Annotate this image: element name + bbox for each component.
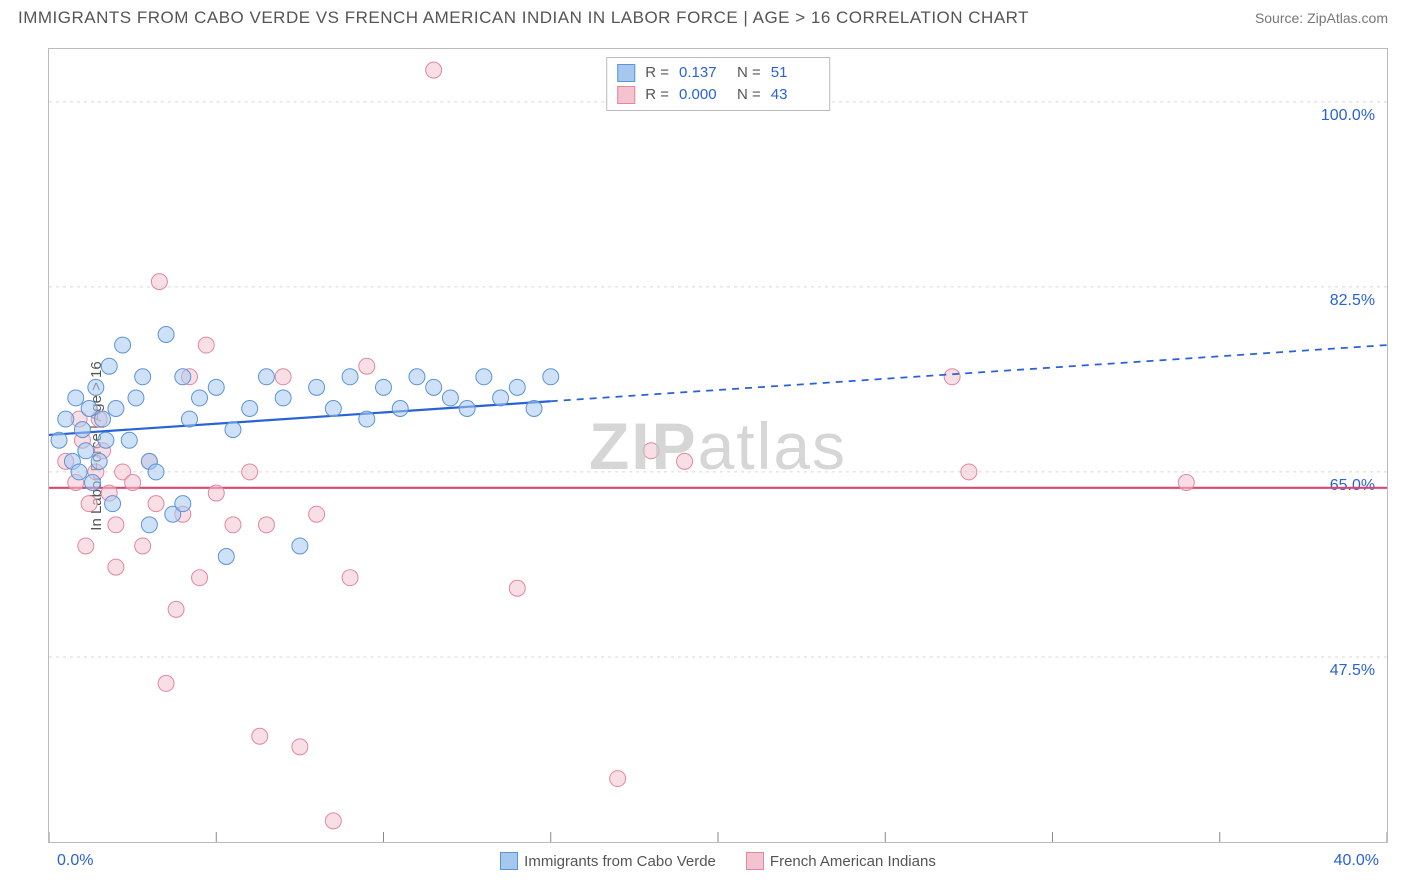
legend-item-blue: Immigrants from Cabo Verde [500, 852, 716, 870]
legend-swatch-pink-icon [746, 852, 764, 870]
title-bar: IMMIGRANTS FROM CABO VERDE VS FRENCH AME… [0, 0, 1406, 32]
svg-text:82.5%: 82.5% [1330, 292, 1375, 309]
legend-swatch-blue [617, 64, 635, 82]
n-value-2: 43 [771, 84, 819, 106]
correlation-legend-box: R = 0.137 N = 51 R = 0.000 N = 43 [606, 57, 830, 111]
n-value-1: 51 [771, 62, 819, 84]
legend-swatch-blue-icon [500, 852, 518, 870]
legend-swatch-pink [617, 86, 635, 104]
r-value-1: 0.137 [679, 62, 727, 84]
correlation-legend-row-1: R = 0.137 N = 51 [617, 62, 819, 84]
source-label: Source: ZipAtlas.com [1255, 10, 1388, 26]
correlation-legend-row-2: R = 0.000 N = 43 [617, 84, 819, 106]
legend-label-1: Immigrants from Cabo Verde [524, 853, 716, 870]
legend-label-2: French American Indians [770, 853, 936, 870]
r-value-2: 0.000 [679, 84, 727, 106]
chart-container: 47.5%65.0%82.5%100.0% ZIPatlas R = 0.137… [48, 48, 1388, 843]
svg-text:65.0%: 65.0% [1330, 477, 1375, 494]
svg-text:100.0%: 100.0% [1321, 107, 1375, 124]
chart-title: IMMIGRANTS FROM CABO VERDE VS FRENCH AME… [18, 8, 1029, 28]
svg-text:47.5%: 47.5% [1330, 662, 1375, 679]
plot-area: 47.5% 65.0% 82.5% 100.0% [49, 49, 1387, 842]
bottom-legend: Immigrants from Cabo Verde French Americ… [49, 852, 1387, 870]
legend-item-pink: French American Indians [746, 852, 936, 870]
